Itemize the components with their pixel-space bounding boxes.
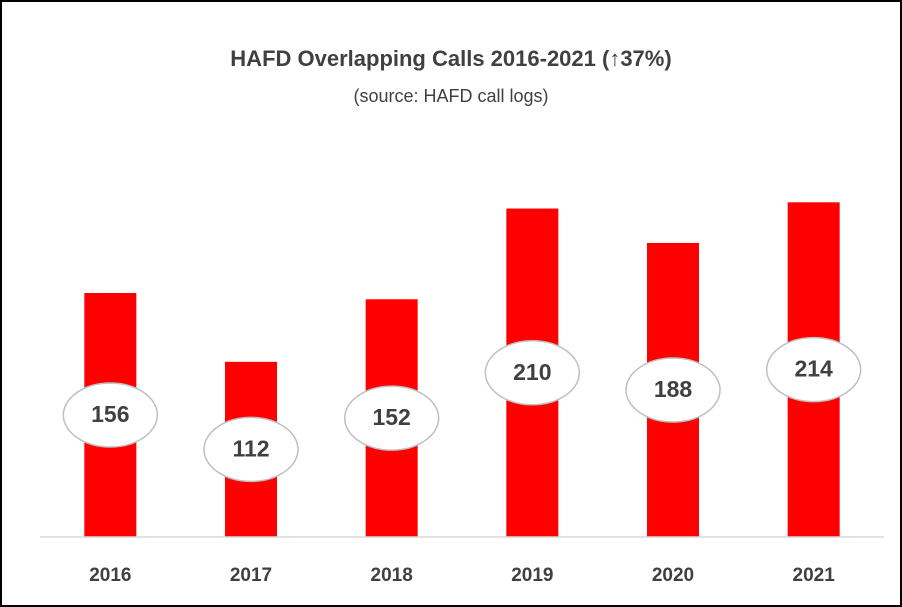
- x-tick-label: 2020: [652, 565, 694, 586]
- data-label: 214: [794, 356, 833, 382]
- label-bubble: [343, 385, 440, 451]
- label-bubble: [484, 340, 581, 406]
- x-tick-label: 2017: [230, 565, 272, 586]
- x-tick-label: 2016: [89, 565, 131, 586]
- label-bubble: [203, 416, 299, 483]
- x-tick-label: 2018: [371, 565, 413, 586]
- label-bubble: [62, 382, 159, 448]
- label-bubble: [765, 336, 862, 403]
- data-label: 156: [91, 401, 129, 427]
- chart-title: HAFD Overlapping Calls 2016-2021 (↑37%): [230, 46, 671, 71]
- data-label: 188: [654, 376, 693, 402]
- x-tick-label: 2019: [511, 565, 553, 586]
- chart-subtitle: (source: HAFD call logs): [353, 86, 548, 106]
- data-label: 210: [513, 359, 551, 385]
- x-tick-label: 2021: [793, 565, 836, 586]
- data-label: 112: [232, 435, 269, 461]
- label-bubble: [625, 357, 721, 423]
- data-label: 152: [372, 404, 410, 430]
